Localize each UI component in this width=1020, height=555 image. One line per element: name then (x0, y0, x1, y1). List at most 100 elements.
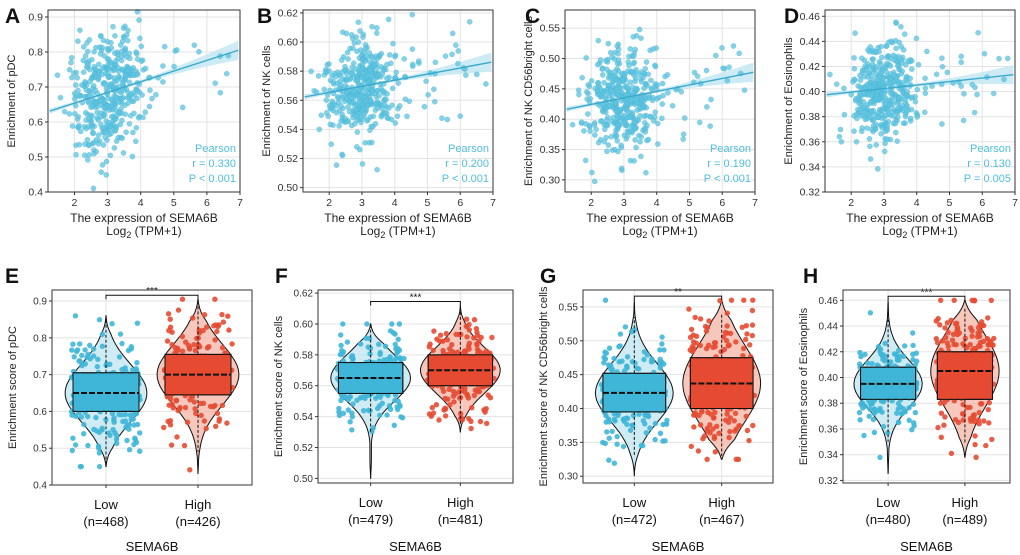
jitter-point (107, 432, 113, 439)
scatter-point (84, 136, 91, 143)
jitter-point (951, 297, 957, 303)
jitter-point (73, 348, 80, 355)
jitter-point (478, 359, 484, 365)
scatter-point (638, 35, 644, 42)
scatter-point (395, 105, 401, 112)
jitter-point (979, 361, 985, 368)
scatter-point (627, 127, 634, 134)
jitter-point (611, 355, 617, 362)
jitter-point (977, 328, 983, 335)
stats-line: Pearson (448, 143, 489, 155)
jitter-point (974, 353, 981, 360)
scatter-point (958, 53, 965, 60)
jitter-point (175, 307, 182, 313)
group-n-label: (n=468) (83, 514, 128, 529)
scatter-point (68, 54, 75, 61)
scatter-point (907, 75, 914, 82)
stats-line: P < 0.001 (704, 173, 751, 185)
y-tick-label: 0.30 (540, 174, 561, 186)
jitter-point (943, 363, 949, 369)
scatter-point (867, 143, 873, 150)
scatter-point (125, 67, 131, 74)
jitter-point (482, 372, 489, 379)
jitter-point (338, 332, 344, 338)
scatter-point (111, 145, 118, 151)
scatter-point (892, 37, 899, 44)
jitter-point (346, 394, 352, 401)
jitter-point (459, 373, 466, 379)
scatter-point (338, 118, 344, 124)
jitter-point (690, 398, 696, 404)
scatter-point (102, 128, 109, 135)
scatter-point (866, 135, 873, 142)
jitter-point (702, 368, 708, 375)
jitter-point (389, 372, 395, 378)
scatter-point (730, 43, 737, 49)
jitter-point (364, 321, 370, 327)
jitter-point (161, 424, 167, 431)
y-tick-label: 0.4 (33, 481, 47, 492)
jitter-point (184, 380, 190, 386)
jitter-point (182, 404, 189, 411)
scatter-point (383, 96, 389, 103)
jitter-point (392, 341, 398, 348)
scatter-point (841, 85, 847, 92)
jitter-point (224, 420, 230, 426)
significance-label: *** (921, 287, 933, 298)
scatter-point (922, 90, 929, 97)
y-axis-label: Enrichment of pDC (6, 54, 18, 147)
scatter-point (353, 144, 360, 150)
scatter-point (871, 80, 878, 87)
jitter-point (424, 377, 431, 383)
jitter-point (206, 344, 212, 350)
jitter-point (199, 362, 205, 368)
y-tick-label: 0.8 (28, 47, 43, 59)
jitter-point (70, 341, 76, 347)
jitter-point (222, 378, 228, 384)
jitter-point (725, 419, 732, 425)
jitter-point (164, 338, 171, 344)
scatter-point (126, 120, 133, 127)
jitter-point (941, 422, 947, 428)
significance-bracket (633, 295, 723, 301)
jitter-point (978, 401, 984, 407)
jitter-point (72, 442, 79, 448)
scatter-point (376, 93, 382, 99)
scatter-point (617, 107, 623, 113)
scatter-point (638, 133, 645, 140)
jitter-point (112, 430, 118, 436)
jitter-point (891, 368, 898, 375)
jitter-point (737, 404, 743, 410)
jitter-point (733, 339, 739, 345)
y-tick-label: 0.42 (800, 61, 821, 73)
jitter-point (222, 383, 228, 389)
scatter-point (642, 65, 649, 72)
scatter-point (599, 66, 606, 72)
jitter-point (706, 394, 712, 400)
jitter-point (207, 403, 214, 410)
jitter-point (716, 403, 722, 409)
jitter-point (938, 389, 945, 396)
jitter-point (948, 317, 954, 323)
jitter-point (702, 357, 708, 363)
scatter-point (591, 178, 598, 185)
jitter-point (184, 419, 191, 425)
scatter-point (107, 152, 114, 159)
scatter-point (369, 87, 375, 94)
jitter-point (602, 297, 609, 303)
jitter-point (642, 412, 648, 418)
scatter-point (100, 37, 107, 44)
jitter-point (182, 365, 188, 371)
jitter-point (934, 359, 940, 365)
scatter-point (75, 38, 81, 44)
scatter-point (974, 91, 980, 98)
jitter-point (960, 380, 967, 386)
scatter-point (618, 142, 624, 149)
scatter-point (636, 26, 643, 33)
jitter-point (723, 338, 730, 344)
jitter-point (913, 350, 919, 356)
jitter-point (873, 366, 879, 372)
jitter-point (382, 343, 389, 349)
scatter-point (137, 35, 143, 42)
scatter-point (872, 48, 879, 55)
